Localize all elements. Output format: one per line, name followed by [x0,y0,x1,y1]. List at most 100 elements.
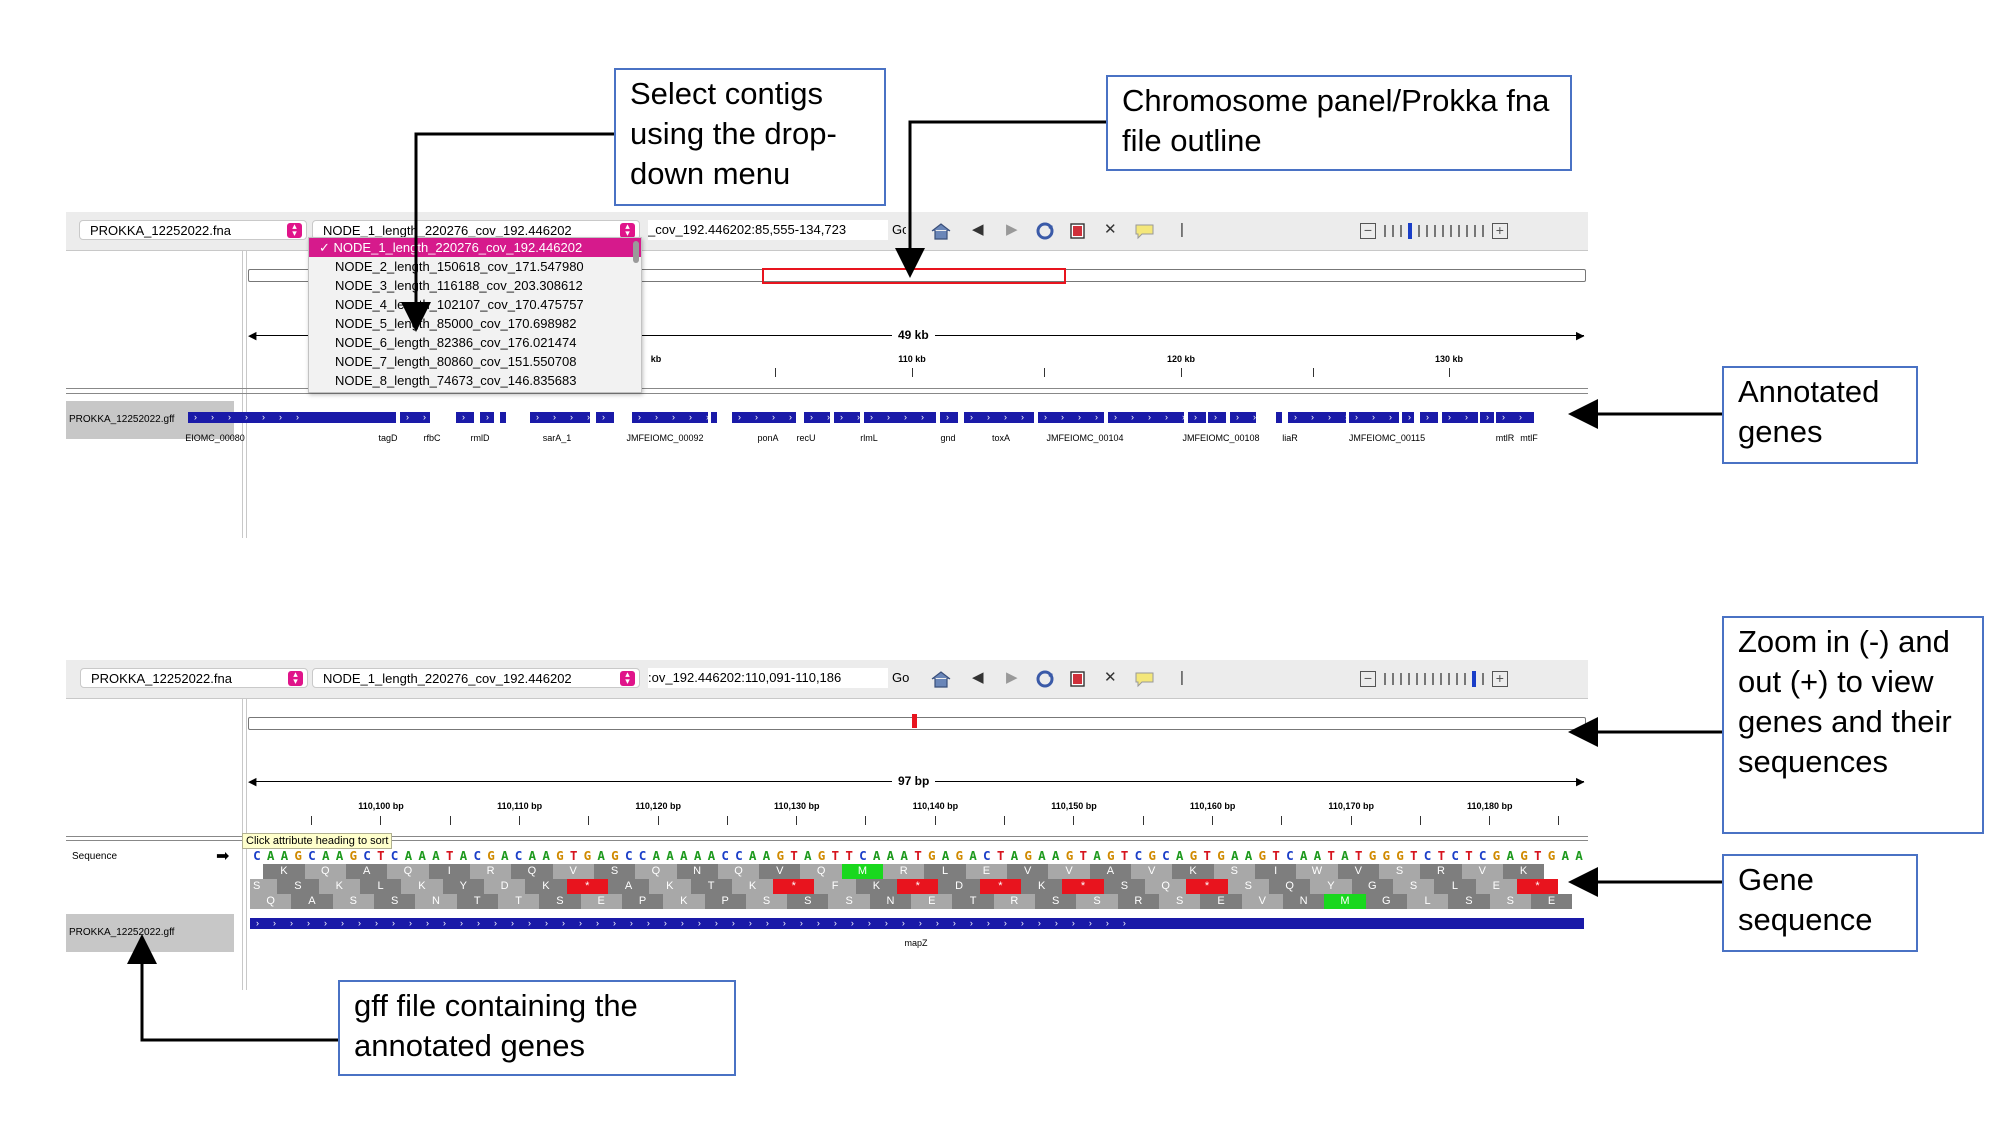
gene-feature[interactable]: ››››››› [1402,412,1414,423]
gene-feature[interactable]: ››››››› [1420,412,1438,423]
forward-icon[interactable]: ▶ [1006,221,1018,238]
roi-icon[interactable] [1070,670,1086,692]
chromosome-current-region[interactable] [912,714,917,728]
go-button[interactable]: Go [892,670,910,685]
gene-feature[interactable]: ››››››› [456,412,474,423]
gene-feature[interactable]: ››››››› [964,412,1034,423]
track-name-gff[interactable]: PROKKA_12252022.gff [66,914,234,952]
dropdown-item[interactable]: NODE_2_length_150618_cov_171.547980 [335,259,584,274]
popup-text-icon[interactable] [1134,670,1156,692]
track-name-sequence[interactable]: Sequence [72,851,118,862]
zoom-tick[interactable] [1439,673,1442,686]
gene-feature[interactable]: ››››››› [1442,412,1478,423]
zoom-tick[interactable] [1425,225,1428,238]
gene-feature[interactable]: ››››››› [1496,412,1534,423]
gene-feature[interactable]: ››››››› [596,412,614,423]
zoom-tick[interactable] [1415,673,1418,686]
zoom-tick[interactable] [1417,225,1420,238]
zoom-level-marker[interactable] [1407,223,1412,240]
home-icon[interactable] [930,670,952,692]
gene-feature-mapz[interactable]: ››››››››››››››››››››››››››››››››››››››››… [250,918,1584,929]
refresh-icon[interactable] [1034,670,1056,692]
back-icon[interactable]: ◀ [972,669,984,686]
refresh-icon[interactable] [1034,222,1056,244]
genome-dropdown[interactable]: PROKKA_12252022.fna ▴ ▾ [79,220,307,240]
dropdown-item[interactable]: ✓ NODE_1_length_220276_cov_192.446202 [309,238,641,257]
zoom-tick[interactable] [1457,225,1460,238]
dropdown-item[interactable]: NODE_8_length_74673_cov_146.835683 [335,373,577,388]
dropdown-item[interactable]: NODE_5_length_85000_cov_170.698982 [335,316,577,331]
strand-arrow-icon[interactable]: ➡ [216,848,230,865]
zoom-tick[interactable] [1455,673,1458,686]
dropdown-scrollbar[interactable] [633,241,639,263]
roi-icon[interactable] [1070,222,1086,244]
go-button[interactable]: Go [892,222,906,237]
gene-feature[interactable]: ››››››› [1480,412,1494,423]
zoom-tick[interactable] [1473,225,1476,238]
zoom-tick[interactable] [1441,225,1444,238]
gene-feature[interactable]: ››››››› [1038,412,1104,423]
zoom-tick[interactable] [1399,673,1402,686]
zoom-tick[interactable] [1423,673,1426,686]
ruler-icon[interactable]: | [1180,221,1184,238]
forward-icon[interactable]: ▶ [1006,669,1018,686]
gene-feature[interactable]: ››››››› [940,412,958,423]
gene-feature[interactable]: ››››››› [480,412,494,423]
zoom-tick[interactable] [1399,225,1402,238]
back-icon[interactable]: ◀ [972,221,984,238]
zoom-level-marker[interactable] [1471,671,1476,688]
zoom-out-icon[interactable]: − [1360,223,1376,240]
gene-feature[interactable]: ››››››› [1108,412,1184,423]
gene-feature[interactable]: ››››››› [632,412,708,423]
gene-feature[interactable]: ››››››› [400,412,430,423]
gene-feature[interactable]: ››››››› [864,412,936,423]
zoom-tick[interactable] [1463,673,1466,686]
gene-feature[interactable]: ››››››› [1349,412,1399,423]
zoom-tick[interactable] [1481,225,1484,238]
fit-icon[interactable]: ✕ [1104,221,1117,238]
gene-feature[interactable]: ››››››› [834,412,860,423]
locus-input[interactable]: _cov_192.446202:85,555-134,723 [648,220,888,240]
ruler-icon[interactable]: | [1180,669,1184,686]
gene-feature[interactable]: ››››››› [1230,412,1256,423]
zoom-tick[interactable] [1431,673,1434,686]
popup-text-icon[interactable] [1134,222,1156,244]
genome-dropdown[interactable]: PROKKA_12252022.fna ▴ ▾ [80,668,308,688]
contig-dropdown-menu[interactable]: ✓ NODE_1_length_220276_cov_192.446202 NO… [308,237,642,393]
dropdown-item[interactable]: NODE_7_length_80860_cov_151.550708 [335,354,577,369]
zoom-tick[interactable] [1407,673,1410,686]
contig-dropdown[interactable]: NODE_1_length_220276_cov_192.446202 ▴ ▾ [312,668,640,688]
zoom-widget[interactable]: − + [1360,668,1508,688]
chromosome-current-region[interactable] [762,268,1066,284]
gene-feature[interactable]: ››››››› [530,412,590,423]
gene-feature[interactable]: ››››››› [1288,412,1346,423]
dropdown-item[interactable]: NODE_6_length_82386_cov_176.021474 [335,335,577,350]
zoom-tick[interactable] [1465,225,1468,238]
zoom-tick[interactable] [1481,673,1484,686]
gene-feature[interactable]: ››››››› [188,412,396,423]
locus-input[interactable]: :ov_192.446202:110,091-110,186 [648,668,888,688]
gene-feature[interactable]: ››››››› [1276,412,1282,423]
home-icon[interactable] [930,222,952,244]
gene-feature[interactable]: ››››››› [732,412,796,423]
zoom-tick[interactable] [1449,225,1452,238]
gene-feature[interactable]: ››››››› [1208,412,1226,423]
gene-feature[interactable]: ››››››› [711,412,717,423]
zoom-tick[interactable] [1391,673,1394,686]
zoom-tick[interactable] [1433,225,1436,238]
zoom-in-icon[interactable]: + [1491,223,1508,240]
zoom-tick[interactable] [1447,673,1450,686]
zoom-widget[interactable]: − + [1360,220,1508,240]
zoom-tick[interactable] [1383,225,1386,238]
zoom-in-icon[interactable]: + [1491,671,1508,688]
dropdown-item[interactable]: NODE_4_length_102107_cov_170.475757 [335,297,584,312]
gene-feature[interactable]: ››››››› [804,412,830,423]
zoom-out-icon[interactable]: − [1360,671,1376,688]
dropdown-item[interactable]: NODE_3_length_116188_cov_203.308612 [335,278,583,293]
fit-icon[interactable]: ✕ [1104,669,1117,686]
chromosome-ideogram[interactable] [248,717,1586,730]
gene-feature[interactable]: ››››››› [1188,412,1206,423]
gene-feature[interactable]: ››››››› [500,412,506,423]
zoom-tick[interactable] [1391,225,1394,238]
zoom-tick[interactable] [1383,673,1386,686]
